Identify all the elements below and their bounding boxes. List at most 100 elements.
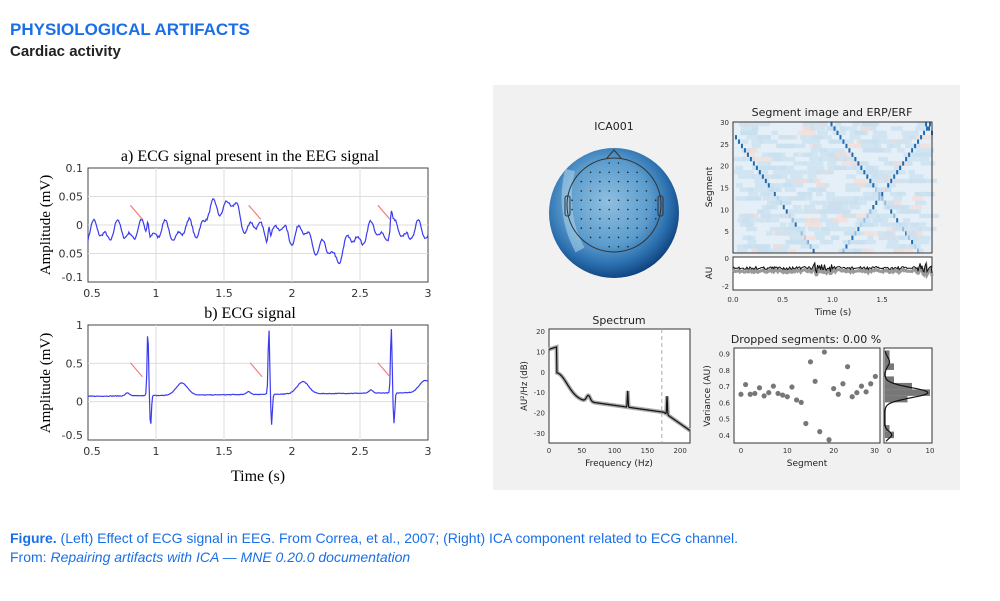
segment-cell	[864, 196, 884, 201]
heartbeat-mark	[920, 135, 923, 140]
variance-point	[780, 392, 786, 398]
variance-ylabel: Variance (AU)	[703, 365, 713, 427]
sensor-dot	[617, 171, 620, 174]
segment-y-tick: 15	[720, 185, 729, 193]
segment-cell	[882, 200, 894, 205]
variance-point	[858, 383, 865, 389]
segment-cell	[803, 205, 816, 210]
sensor-dot	[608, 190, 610, 192]
variance-point	[789, 384, 795, 390]
segment-cell	[851, 196, 860, 201]
segment-cell	[775, 231, 791, 236]
sensor-dot	[589, 180, 592, 183]
heartbeat-mark	[764, 178, 767, 184]
segment-cell	[858, 231, 865, 236]
segment-cell	[735, 196, 753, 201]
variance-xlabel: Segment	[787, 459, 828, 469]
sensor-dot	[608, 236, 610, 239]
heartbeat-mark	[887, 183, 890, 188]
segment-cell	[843, 231, 854, 236]
sensor-dot	[617, 208, 620, 211]
heartbeat-mark	[746, 152, 749, 157]
sensor-dot	[636, 208, 638, 211]
segment-cell	[819, 148, 827, 153]
variance-point	[770, 383, 776, 389]
segment-cell	[770, 183, 780, 188]
heartbeat-mark	[872, 205, 875, 210]
heartbeat-mark	[782, 205, 785, 210]
segment-cell	[862, 191, 879, 197]
segment-cell	[875, 187, 884, 192]
segment-cell	[776, 143, 795, 149]
segment-cell	[777, 183, 787, 188]
segment-cell	[854, 130, 862, 136]
segment-cell	[789, 248, 797, 254]
y-tick-label: -0.5	[62, 429, 83, 442]
segment-cell	[867, 235, 874, 240]
caption-figure-label: Figure.	[10, 530, 57, 546]
segment-cell	[826, 196, 836, 201]
segment-cell	[842, 213, 857, 219]
segment-cell	[830, 148, 845, 153]
variance-axes	[733, 347, 881, 444]
heartbeat-mark	[896, 170, 899, 175]
segment-cell	[887, 239, 899, 245]
sensor-dot	[580, 208, 583, 211]
segment-cell	[834, 156, 848, 162]
heartbeat-mark	[908, 152, 911, 157]
segment-cell	[871, 143, 878, 149]
right-ear	[657, 195, 664, 217]
segment-cell	[862, 139, 880, 144]
heartbeat-mark	[749, 156, 752, 162]
sensor-dot	[571, 199, 573, 201]
segment-cell	[773, 244, 782, 249]
y-tick-label: 0.05	[59, 191, 84, 204]
erp-y-tick: 0	[725, 255, 729, 263]
caption-source-link[interactable]: Repairing artifacts with ICA — MNE 0.20.…	[50, 549, 411, 565]
segment-cell	[820, 226, 831, 232]
variance-point	[793, 397, 800, 403]
segment-cell	[809, 200, 828, 205]
segment-cell	[849, 226, 856, 232]
segment-cell	[793, 205, 802, 210]
panel-b-title: b) ECG signal	[204, 305, 296, 322]
segment-x-tick: 1.5	[877, 296, 888, 304]
variance-point	[826, 437, 832, 443]
sensor-dot	[627, 171, 629, 174]
segment-cell	[781, 213, 795, 219]
segment-cell	[787, 226, 805, 232]
variance-point	[863, 389, 869, 395]
heartbeat-mark	[860, 165, 863, 170]
segment-cell	[805, 218, 820, 223]
segment-cell	[883, 161, 893, 166]
segment-cell	[910, 205, 923, 210]
segment-cell	[792, 196, 813, 201]
heartbeat-mark	[761, 174, 764, 179]
variance-point	[849, 394, 855, 400]
spectrum-xlabel: Frequency (Hz)	[585, 459, 653, 469]
segment-cell	[856, 218, 871, 223]
variance-point	[831, 385, 837, 392]
histogram-bar	[885, 389, 930, 396]
segment-cell	[909, 174, 924, 179]
sensor-dot	[645, 208, 648, 211]
segment-cell	[762, 196, 782, 201]
heartbeat-mark	[890, 209, 893, 214]
panel-b-xlabel: Time (s)	[231, 468, 285, 485]
segment-cell	[853, 165, 860, 170]
segment-cell	[783, 183, 793, 188]
heartbeat-mark	[928, 126, 931, 131]
segment-cell	[817, 170, 834, 175]
segment-cell	[832, 218, 848, 223]
segment-cell	[911, 235, 931, 240]
panel-a-ylabel: Amplitude (mV)	[38, 175, 54, 275]
segment-cell	[835, 209, 851, 214]
spectrum-line	[548, 346, 691, 431]
segment-cell	[810, 187, 827, 192]
heartbeat-mark	[911, 148, 914, 153]
segment-cell	[759, 191, 770, 197]
figure-caption: Figure. (Left) Effect of ECG signal in E…	[10, 529, 738, 567]
segment-cell	[893, 196, 902, 201]
segment-cell	[908, 170, 915, 175]
segment-cell	[769, 226, 788, 232]
